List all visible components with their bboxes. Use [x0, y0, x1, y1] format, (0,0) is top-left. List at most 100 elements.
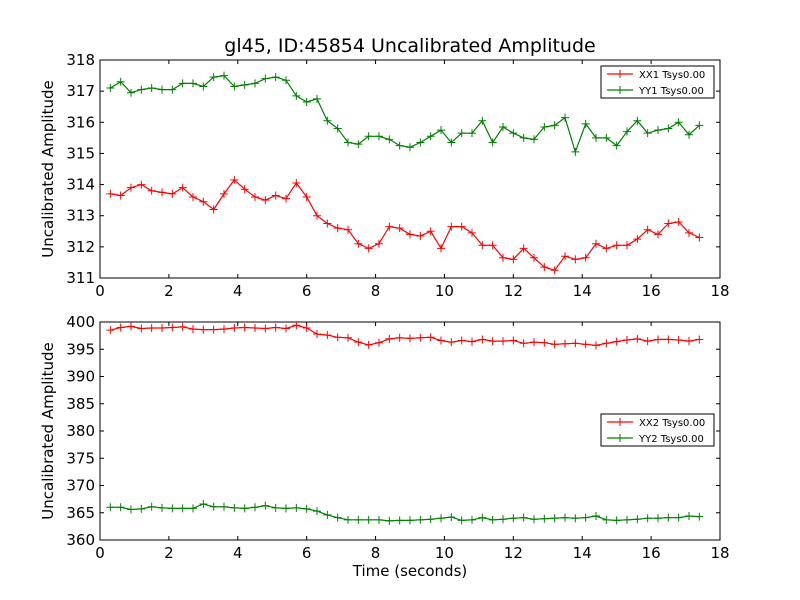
data-point: [209, 325, 218, 334]
data-point: [509, 255, 518, 264]
data-point: [561, 113, 569, 122]
data-point: [685, 512, 693, 521]
data-point: [499, 122, 507, 131]
data-point: [499, 253, 507, 262]
y-tick-label: 316: [66, 113, 95, 131]
data-point: [499, 515, 507, 524]
y-tick-label: 395: [66, 340, 95, 358]
data-point: [654, 230, 662, 239]
data-point: [457, 336, 466, 345]
data-point: [282, 76, 290, 85]
data-point: [354, 239, 363, 248]
x-tick-label: 2: [164, 282, 174, 300]
data-point: [251, 193, 259, 202]
data-point: [199, 197, 208, 206]
data-point: [416, 138, 425, 147]
data-point: [488, 138, 497, 147]
data-point: [581, 119, 590, 128]
data-point: [540, 338, 549, 347]
data-point: [406, 143, 414, 152]
y-tick-label: 390: [66, 368, 95, 386]
data-point: [416, 515, 425, 524]
data-point: [654, 126, 662, 135]
data-point: [375, 239, 383, 248]
legend-label: YY2 Tsys0.00: [638, 434, 704, 445]
data-point: [313, 507, 321, 516]
data-point: [437, 336, 445, 345]
x-tick-label: 6: [302, 282, 312, 300]
data-point: [674, 513, 683, 522]
data-point: [488, 241, 497, 250]
data-point: [158, 323, 166, 332]
data-point: [426, 515, 435, 524]
x-tick-label: 4: [233, 282, 243, 300]
data-point: [478, 513, 487, 522]
data-point: [550, 514, 559, 523]
data-point: [178, 322, 187, 331]
data-point: [581, 253, 590, 262]
x-tick-label: 8: [371, 282, 381, 300]
data-point: [447, 338, 456, 347]
data-point: [137, 324, 146, 333]
legend-label: XX1 Tsys0.00: [639, 70, 705, 81]
data-point: [447, 222, 456, 231]
data-point: [488, 515, 497, 524]
x-tick-label: 4: [233, 544, 243, 562]
data-point: [364, 132, 373, 141]
data-point: [333, 124, 342, 133]
data-point: [561, 513, 569, 522]
chart-title: gl45, ID:45854 Uncalibrated Amplitude: [224, 35, 595, 57]
data-point: [271, 323, 280, 332]
data-point: [375, 338, 383, 347]
data-point: [654, 335, 662, 344]
legend-label: YY1 Tsys0.00: [638, 86, 704, 97]
data-point: [623, 335, 631, 344]
data-point: [292, 503, 301, 512]
y-tick-label: 380: [66, 422, 95, 440]
data-point: [674, 335, 683, 344]
data-point: [643, 129, 652, 138]
data-point: [623, 127, 631, 136]
series-1: [106, 175, 704, 275]
data-point: [685, 228, 693, 237]
data-point: [137, 180, 146, 189]
data-point: [209, 502, 218, 511]
data-point: [220, 502, 228, 511]
data-point: [426, 333, 435, 342]
data-point: [457, 129, 466, 138]
data-point: [261, 74, 270, 83]
data-point: [251, 323, 259, 332]
series-1: [106, 321, 704, 350]
y-tick-label: 385: [66, 395, 95, 413]
data-point: [695, 233, 704, 242]
data-point: [478, 241, 487, 250]
series-line: [110, 324, 700, 347]
legend: XX2 Tsys0.00 YY2 Tsys0.00: [600, 413, 715, 447]
x-tick-label: 10: [435, 544, 454, 562]
data-point: [447, 138, 456, 147]
data-point: [468, 515, 476, 524]
data-point: [147, 186, 156, 195]
data-point: [468, 337, 476, 346]
y-tick-label: 313: [66, 207, 95, 225]
data-point: [612, 337, 621, 346]
data-point: [664, 513, 673, 522]
data-point: [468, 228, 476, 237]
data-point: [116, 77, 125, 86]
data-point: [261, 324, 270, 333]
data-point: [550, 121, 559, 130]
data-point: [199, 325, 208, 334]
x-tick-label: 18: [710, 544, 729, 562]
data-point: [406, 516, 414, 525]
data-point: [364, 515, 373, 524]
data-point: [251, 503, 259, 512]
data-point: [127, 322, 135, 331]
data-point: [643, 337, 652, 346]
x-tick-label: 6: [302, 544, 312, 562]
x-tick-label: 0: [95, 544, 105, 562]
x-tick-label: 10: [435, 282, 454, 300]
axes-frame: [99, 59, 721, 279]
x-tick-label: 14: [573, 544, 592, 562]
data-point: [685, 130, 693, 139]
